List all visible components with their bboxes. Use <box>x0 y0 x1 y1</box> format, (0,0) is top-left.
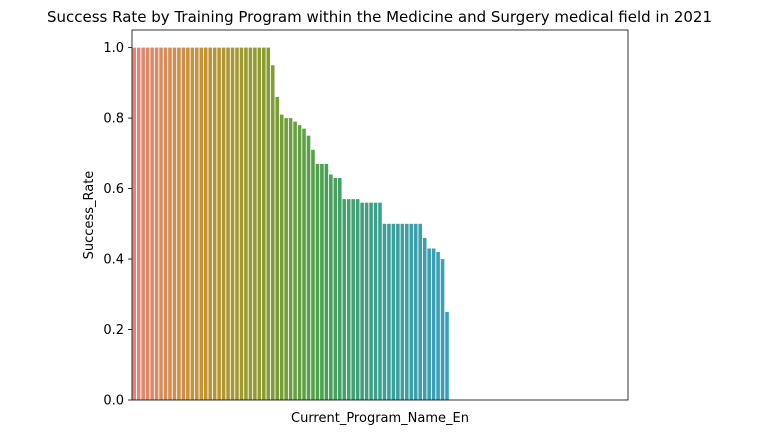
bar <box>396 223 400 400</box>
bar <box>297 125 302 400</box>
bar <box>172 47 177 401</box>
bar <box>186 47 190 401</box>
bar <box>324 163 329 400</box>
bar <box>221 47 226 401</box>
bar <box>418 223 422 400</box>
bar <box>163 47 168 401</box>
bar <box>266 47 271 401</box>
bar <box>154 47 159 401</box>
bar <box>253 47 257 401</box>
bar <box>431 248 436 400</box>
bar <box>212 47 217 401</box>
bar <box>360 202 364 400</box>
bar <box>346 199 351 400</box>
bar <box>203 47 208 401</box>
bar <box>279 114 284 400</box>
bar <box>217 47 221 401</box>
bar <box>141 47 145 401</box>
bar <box>177 47 181 401</box>
bar <box>270 65 275 401</box>
y-axis-label: Success_Rate <box>82 171 97 260</box>
bar <box>427 248 431 400</box>
bar <box>333 178 338 400</box>
bar <box>199 47 204 401</box>
bar <box>311 149 315 400</box>
plot-frame <box>131 29 629 401</box>
bar <box>364 202 369 400</box>
bar <box>230 47 235 401</box>
bar <box>145 47 150 401</box>
bar <box>382 223 387 400</box>
x-axis-label: Current_Program_Name_En <box>291 411 469 426</box>
bar <box>150 47 154 401</box>
bar <box>284 118 288 400</box>
bar <box>315 163 320 400</box>
bar <box>195 47 199 401</box>
y-tick-label: 0.2 <box>103 323 124 338</box>
chart-title: Success Rate by Training Program within … <box>47 8 712 26</box>
bar <box>132 47 137 401</box>
bar <box>405 223 409 400</box>
y-tick-label: 0.0 <box>103 394 124 409</box>
bar <box>235 47 239 401</box>
bar <box>378 202 382 400</box>
bar <box>329 174 333 400</box>
bar <box>355 199 360 400</box>
bar <box>136 47 141 401</box>
bar <box>168 47 172 401</box>
bar <box>409 223 414 400</box>
bars-group <box>132 47 449 401</box>
bar <box>440 259 445 400</box>
bar <box>244 47 248 401</box>
bar <box>413 223 418 400</box>
bar <box>181 47 186 401</box>
bar <box>436 252 440 400</box>
bar <box>226 47 230 401</box>
y-tick-label: 1.0 <box>103 41 124 56</box>
bar <box>302 128 306 401</box>
y-tick-label: 0.6 <box>103 182 124 197</box>
bar <box>293 121 297 401</box>
bar <box>257 47 262 401</box>
bar <box>342 199 347 400</box>
bar <box>387 223 391 400</box>
bar <box>338 178 342 400</box>
bar <box>288 118 293 400</box>
bar <box>400 223 405 400</box>
bar <box>248 47 253 401</box>
bar <box>275 96 280 400</box>
bar <box>422 237 427 400</box>
bar <box>159 47 163 401</box>
bar <box>391 223 396 400</box>
bar <box>351 199 355 400</box>
bar <box>208 47 212 401</box>
bar <box>320 163 324 400</box>
bar <box>369 202 373 400</box>
bar <box>262 47 266 401</box>
bar <box>190 47 195 401</box>
bar <box>373 202 378 400</box>
y-tick-label: 0.8 <box>103 112 124 127</box>
bar <box>306 135 311 400</box>
bar <box>445 311 449 400</box>
y-axis: 0.0 0.2 0.4 0.6 0.8 1.0 <box>103 41 132 409</box>
y-tick-label: 0.4 <box>103 253 124 268</box>
bar <box>239 47 244 401</box>
